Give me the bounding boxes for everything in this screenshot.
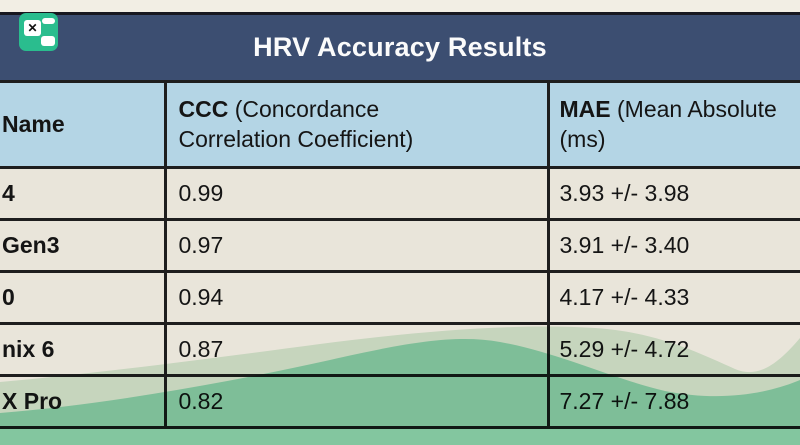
device-name: 4 [0,166,167,221]
table-row: nix 6 0.87 5.29 +/- 4.72 [0,322,800,377]
col-header-mae: MAE (Mean Absolute (ms) [546,80,800,169]
ccc-value: 0.99 [163,166,550,221]
table-row: 4 0.99 3.93 +/- 3.98 [0,166,800,221]
title-bar: HRV Accuracy Results [0,12,800,80]
spreadsheet-x-cell-icon: ✕ [24,20,41,36]
mae-value: 3.93 +/- 3.98 [546,166,800,221]
device-name: Gen3 [0,218,167,273]
table-header: Name CCC (Concordance Correlation Coeffi… [0,80,800,169]
mae-value: 3.91 +/- 3.40 [546,218,800,273]
device-name: 0 [0,270,167,325]
mae-value: 4.17 +/- 4.33 [546,270,800,325]
col-header-name: Name [0,80,167,169]
results-table: Name CCC (Concordance Correlation Coeffi… [0,80,800,429]
table-row: Gen3 0.97 3.91 +/- 3.40 [0,218,800,273]
spreadsheet-cell-bottom-right [41,36,55,46]
table-body: 4 0.99 3.93 +/- 3.98 Gen3 0.97 3.91 +/- … [0,166,800,429]
spreadsheet-cell-top-right [42,18,55,24]
ccc-value: 0.87 [163,322,550,377]
mae-value: 7.27 +/- 7.88 [546,374,800,429]
table-row: X Pro 0.82 7.27 +/- 7.88 [0,374,800,429]
ccc-value: 0.97 [163,218,550,273]
mae-value: 5.29 +/- 4.72 [546,322,800,377]
spreadsheet-logo-icon: ✕ [19,13,58,51]
col-header-ccc: CCC (Concordance Correlation Coefficient… [163,80,550,169]
ccc-value: 0.94 [163,270,550,325]
device-name: X Pro [0,374,167,429]
table-row: 0 0.94 4.17 +/- 4.33 [0,270,800,325]
header-row: Name CCC (Concordance Correlation Coeffi… [0,80,800,169]
device-name: nix 6 [0,322,167,377]
ccc-value: 0.82 [163,374,550,429]
page-title: HRV Accuracy Results [253,32,547,62]
x-glyph-icon: ✕ [27,21,38,35]
